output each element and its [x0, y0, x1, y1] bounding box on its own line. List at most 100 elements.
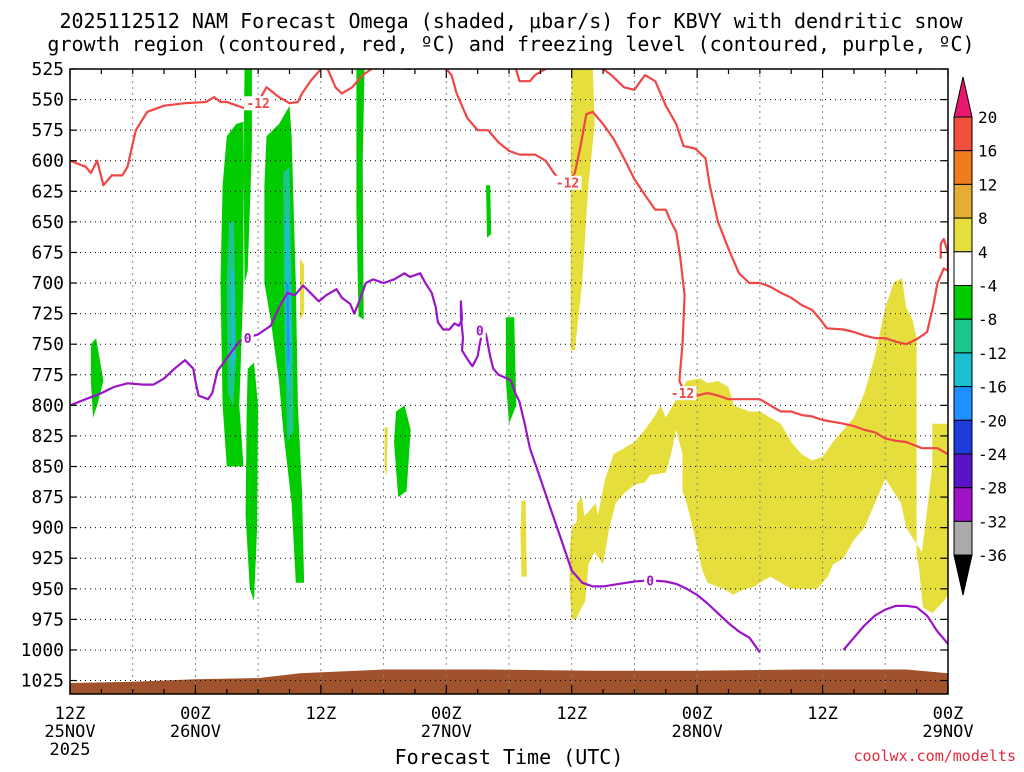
- contour-labels: -12 -12 -12 0 0 0: [241, 96, 697, 589]
- omega-region-6: [505, 317, 517, 424]
- y-tick-label-625: 625: [31, 181, 64, 202]
- contour-label-bg-0: [244, 96, 273, 111]
- contour-label-bg-3: [241, 331, 254, 346]
- colorbar-swatch-12: [953, 487, 973, 522]
- y-tick-label-525: 525: [31, 59, 64, 80]
- colorbar-label-10: -24: [978, 445, 1007, 464]
- contour-label-bg-2: [668, 386, 697, 401]
- y-tick-label-1025: 1025: [21, 671, 64, 692]
- omega-region-17: [520, 500, 527, 577]
- colorbar-label-4: 4: [978, 243, 988, 262]
- y-tick-label-750: 750: [31, 334, 64, 355]
- colorbar-label-9: -20: [978, 411, 1007, 430]
- colorbar-bottom-arrow: [953, 554, 973, 596]
- y-tick-label-975: 975: [31, 609, 64, 630]
- y-tick-label-650: 650: [31, 212, 64, 233]
- omega-region-1: [243, 69, 252, 283]
- chart-title-line2: growth region (contoured, red, ºC) and f…: [47, 32, 974, 56]
- omega-region-15: [300, 258, 305, 320]
- contour-label-bg-1: [553, 175, 582, 190]
- grid-lines: [70, 68, 948, 694]
- contour-label-0: -12: [246, 97, 269, 112]
- colorbar-swatch-8: [953, 352, 973, 388]
- y-tick-label-800: 800: [31, 395, 64, 416]
- omega-region-4: [356, 69, 365, 320]
- y-tick-label-950: 950: [31, 579, 64, 600]
- colorbar-label-3: 8: [978, 209, 988, 228]
- colorbar-swatch-1: [953, 116, 973, 152]
- colorbar-swatch-7: [953, 318, 973, 354]
- colorbar-swatch-5: [953, 251, 973, 287]
- colorbar-label-6: -8: [978, 310, 997, 329]
- y-tick-label-700: 700: [31, 273, 64, 294]
- colorbar-label-7: -12: [978, 344, 1007, 363]
- contour-label-3: 0: [244, 332, 252, 347]
- x-tick-label-84: 00Z: [933, 704, 964, 724]
- x-tick-label-12: 00Z: [180, 704, 211, 724]
- omega-region-16: [384, 427, 388, 477]
- colorbar-swatch-13: [953, 520, 973, 556]
- colorbar-swatch-4: [953, 217, 973, 253]
- x-tick-label-36: 00Z: [431, 704, 462, 724]
- watermark: coolwx.com/modelts: [853, 747, 1016, 765]
- freezing-level-contour-0: [70, 272, 761, 654]
- y-tick-label-575: 575: [31, 120, 64, 141]
- contour-label-bg-5: [644, 573, 657, 588]
- y-tick-label-775: 775: [31, 365, 64, 386]
- omega-region-11: [231, 270, 236, 381]
- omega-region-18: [569, 278, 948, 620]
- y-tick-label-550: 550: [31, 90, 64, 111]
- x-tick-date-84: 29NOV: [922, 722, 973, 742]
- dgz-contour-3: [601, 69, 948, 346]
- x-tick-date-0: 25NOV: [44, 722, 95, 742]
- colorbar-label-8: -16: [978, 378, 1007, 397]
- colorbar-swatch-9: [953, 386, 973, 421]
- contour-label-4: 0: [476, 325, 484, 340]
- colorbar-label-0: 20: [978, 108, 997, 127]
- y-tick-label-825: 825: [31, 426, 64, 447]
- x-tick-year-0: 2025: [50, 740, 91, 760]
- x-tick-label-48: 12Z: [556, 704, 587, 724]
- y-tick-label-850: 850: [31, 457, 64, 478]
- freezing-level-contour-1: [842, 604, 948, 651]
- y-tick-label-925: 925: [31, 548, 64, 569]
- x-tick-label-60: 00Z: [682, 704, 713, 724]
- dgz-contour-1: [444, 69, 948, 456]
- dgz-contour-2: [514, 69, 548, 83]
- x-tick-date-12: 26NOV: [170, 722, 221, 742]
- contour-label-1: -12: [556, 177, 579, 192]
- colorbar-label-12: -32: [978, 512, 1007, 531]
- y-tick-label-675: 675: [31, 242, 64, 263]
- colorbar-label-13: -36: [978, 546, 1007, 565]
- x-tick-label-24: 12Z: [305, 704, 336, 724]
- colorbar-swatch-10: [953, 419, 973, 455]
- y-tick-label-900: 900: [31, 518, 64, 539]
- x-tick-date-36: 27NOV: [421, 722, 472, 742]
- colorbar-top-arrow: [953, 76, 973, 118]
- omega-region-14: [570, 69, 595, 351]
- omega-region-7: [90, 338, 104, 418]
- omega-shading: [90, 69, 948, 620]
- colorbar-swatch-11: [953, 453, 973, 489]
- omega-region-19: [576, 497, 586, 553]
- colorbar-label-11: -28: [978, 479, 1007, 498]
- omega-region-2: [245, 362, 259, 601]
- contour-label-5: 0: [646, 574, 654, 589]
- colorbar-swatch-2: [953, 150, 973, 185]
- y-tick-label-875: 875: [31, 487, 64, 508]
- colorbar-swatch-6: [953, 285, 973, 320]
- colorbar: 20 16 12 8 4 -4 -8 -12 -16 -20 -24 -28 -32 -36: [953, 76, 1007, 596]
- x-tick-label-0: 12Z: [55, 704, 86, 724]
- y-tick-label-600: 600: [31, 151, 64, 172]
- y-tick-label-1000: 1000: [21, 640, 64, 661]
- omega-region-3: [264, 105, 305, 583]
- x-tick-date-60: 28NOV: [672, 722, 723, 742]
- colorbar-swatch-3: [953, 183, 973, 219]
- omega-region-8: [486, 185, 492, 238]
- colorbar-label-5: -4: [978, 277, 997, 296]
- chart-title-line1: 2025112512 NAM Forecast Omega (shaded, μ…: [59, 9, 963, 33]
- x-axis-label: Forecast Time (UTC): [395, 745, 624, 768]
